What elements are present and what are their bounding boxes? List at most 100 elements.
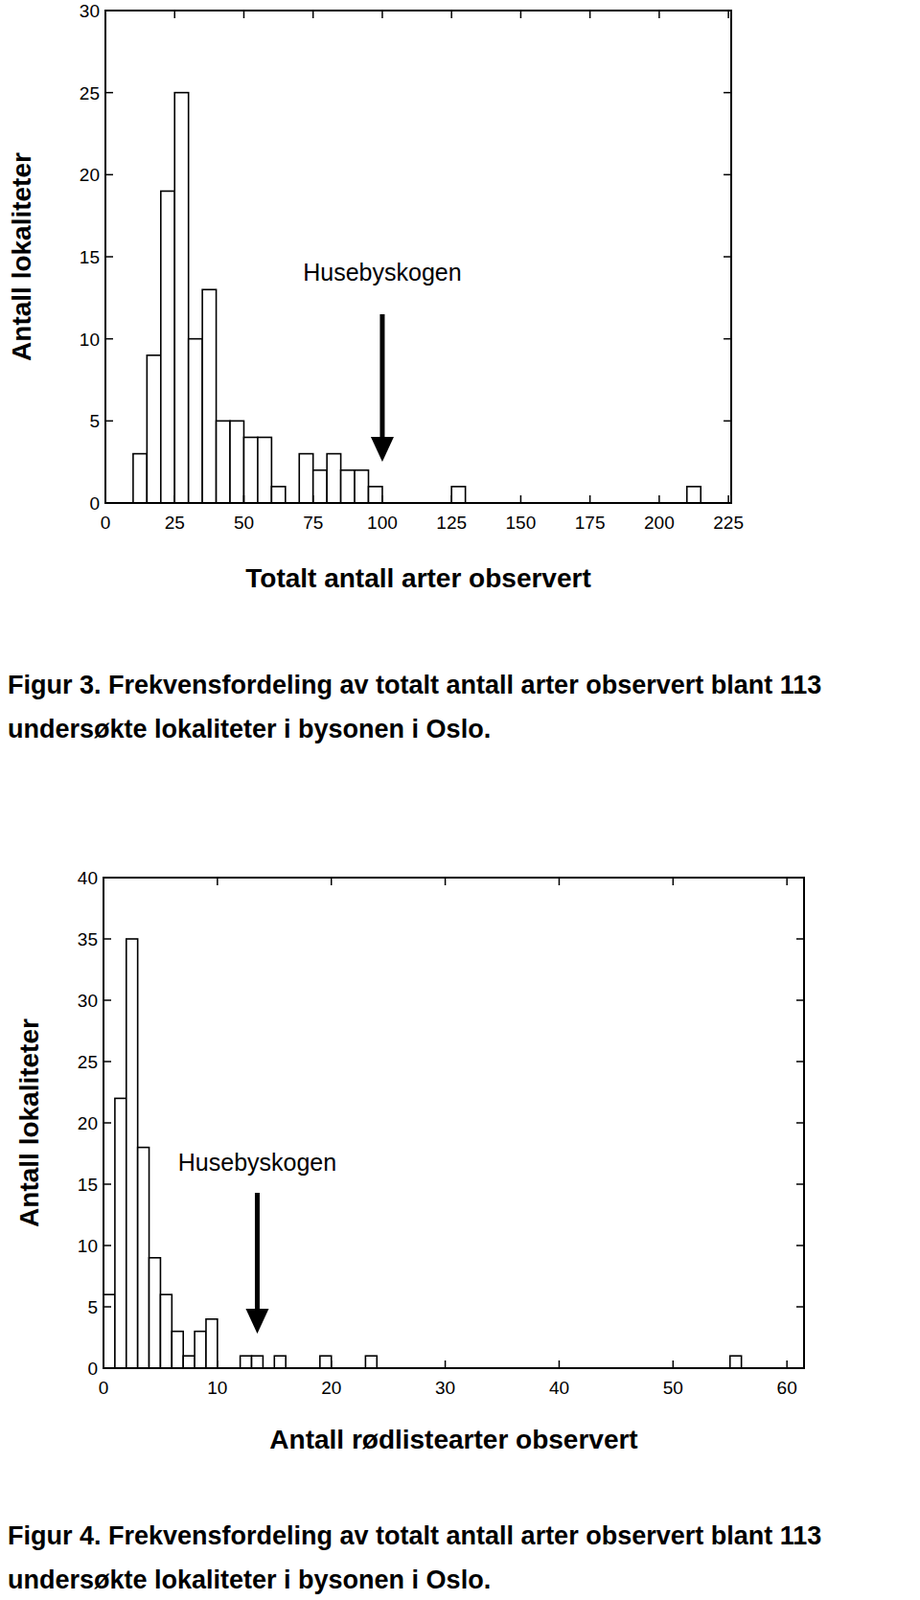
y-tick-label: 40 — [77, 868, 98, 889]
x-axis-label: Antall rødlistearter observert — [269, 1425, 638, 1455]
x-tick — [330, 1360, 333, 1369]
x-tick — [589, 495, 592, 504]
y-tick-label: 10 — [77, 1236, 98, 1257]
bar — [115, 1098, 127, 1369]
x-tick-label: 125 — [436, 512, 467, 533]
bar — [274, 1356, 286, 1369]
y-tick-label: 10 — [79, 329, 100, 350]
x-tick — [444, 877, 447, 886]
y-tick — [105, 502, 114, 505]
x-tick — [450, 495, 453, 504]
y-tick-label: 5 — [89, 411, 100, 432]
x-tick-label: 10 — [207, 1378, 228, 1399]
y-tick — [103, 999, 112, 1002]
y-tick-label: 0 — [89, 493, 100, 514]
bar — [730, 1356, 742, 1369]
bar — [174, 92, 188, 504]
y-tick — [103, 876, 112, 879]
annotation-text: Husebyskogen — [302, 258, 461, 286]
y-tick-label: 25 — [79, 83, 100, 104]
annotation-arrowhead — [370, 437, 394, 462]
x-tick — [243, 495, 246, 504]
x-tick-label: 150 — [506, 512, 537, 533]
x-tick — [216, 1360, 219, 1369]
x-tick-label: 40 — [549, 1378, 570, 1399]
y-tick — [105, 420, 114, 423]
x-tick-label: 60 — [777, 1378, 798, 1399]
chart-canvas: 0510152025300255075100125150175200225Tot… — [0, 0, 920, 1600]
y-tick-label: 0 — [87, 1358, 98, 1380]
bar — [451, 486, 465, 504]
x-tick — [558, 877, 561, 886]
bar — [365, 1356, 377, 1369]
bar — [354, 470, 368, 504]
bar — [149, 1258, 161, 1369]
page: 0510152025300255075100125150175200225Tot… — [0, 0, 920, 1600]
y-tick — [796, 1122, 805, 1125]
x-axis-label: Totalt antall arter observert — [245, 563, 591, 594]
y-tick — [103, 1367, 112, 1370]
x-tick — [102, 877, 105, 886]
y-tick — [103, 1306, 112, 1309]
y-tick — [723, 338, 732, 341]
y-tick — [796, 1244, 805, 1247]
x-tick — [243, 10, 246, 19]
x-tick — [727, 10, 730, 19]
y-tick — [105, 9, 114, 12]
x-tick — [381, 495, 384, 504]
x-tick — [589, 10, 592, 19]
y-tick — [105, 174, 114, 177]
x-tick — [727, 495, 730, 504]
y-tick-label: 30 — [79, 0, 100, 22]
y-axis-label: Antall lokaliteter — [14, 1018, 45, 1228]
x-tick — [672, 877, 675, 886]
x-tick — [520, 10, 523, 19]
figure-caption: Figur 4. Frekvensfordeling av totalt ant… — [7, 1514, 917, 1600]
bar — [252, 1356, 264, 1369]
x-tick — [216, 877, 219, 886]
y-tick — [103, 1244, 112, 1247]
y-tick — [723, 174, 732, 177]
plot-frame — [105, 10, 732, 504]
bar — [202, 289, 216, 504]
bar — [126, 939, 138, 1369]
x-tick — [312, 495, 315, 504]
bar — [271, 486, 285, 504]
x-tick-label: 0 — [98, 1378, 110, 1399]
y-tick — [796, 1367, 805, 1370]
bar — [320, 1356, 332, 1369]
bar — [687, 486, 701, 504]
x-tick-label: 50 — [663, 1378, 684, 1399]
y-tick-label: 15 — [77, 1174, 98, 1196]
x-tick-label: 0 — [100, 512, 112, 533]
bar — [240, 1356, 253, 1369]
x-tick-label: 100 — [367, 512, 398, 533]
y-tick — [796, 938, 805, 941]
bar — [183, 1356, 195, 1369]
x-tick — [658, 495, 661, 504]
x-tick-label: 75 — [302, 512, 323, 533]
y-tick — [103, 1122, 112, 1125]
x-tick-label: 50 — [233, 512, 254, 533]
bar — [216, 420, 230, 504]
y-tick-label: 20 — [79, 164, 100, 185]
x-tick-label: 225 — [713, 512, 744, 533]
x-tick — [104, 10, 107, 19]
y-tick — [796, 1183, 805, 1186]
x-tick — [330, 877, 333, 886]
y-tick — [103, 1183, 112, 1186]
bar — [299, 454, 313, 504]
x-tick — [173, 10, 176, 19]
bar — [188, 339, 203, 504]
y-tick — [796, 876, 805, 879]
bar — [341, 470, 355, 504]
x-tick — [381, 10, 384, 19]
bar — [194, 1332, 207, 1369]
x-tick — [104, 495, 107, 504]
x-tick — [450, 10, 453, 19]
x-tick — [444, 1360, 447, 1369]
x-tick — [785, 1360, 788, 1369]
y-tick — [723, 502, 732, 505]
y-tick-label: 30 — [77, 990, 98, 1012]
y-tick — [796, 1306, 805, 1309]
